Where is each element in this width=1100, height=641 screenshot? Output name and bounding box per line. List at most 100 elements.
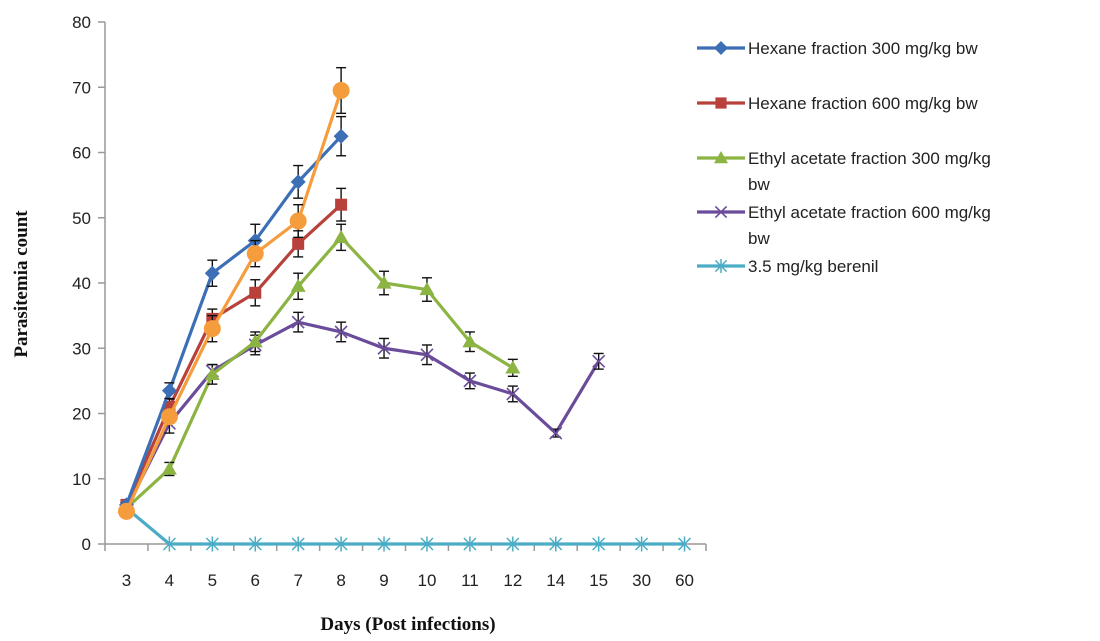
x-tick-label: 8 [336,571,345,590]
marker-star [463,536,477,552]
x-tick-label: 60 [675,571,694,590]
series-layer [117,66,692,552]
legend-label: Hexane fraction 600 mg/kg bw [748,94,978,113]
marker-x [506,387,520,401]
series-5 [117,66,350,520]
x-tick-label: 6 [251,571,260,590]
y-tick-label: 60 [72,144,91,163]
marker-x-stroke [714,205,728,219]
marker-x-stroke [334,325,348,339]
marker-circle [117,502,135,520]
marker-x-stroke [463,374,477,388]
marker-star [420,536,434,552]
marker-triangle [161,461,177,475]
marker-square [715,97,727,109]
marker-x-stroke [420,348,434,362]
x-tick-label: 15 [589,571,608,590]
legend-label: Ethyl acetate fraction 300 mg/kg [748,149,991,168]
marker-x-stroke [506,387,520,401]
y-tick-label: 40 [72,274,91,293]
x-tick-label: 12 [503,571,522,590]
legend-item-4: 3.5 mg/kg berenil [697,257,878,276]
series-4 [119,500,692,552]
marker-triangle [714,151,728,164]
marker-diamond [204,265,220,281]
x-tick-label: 10 [418,571,437,590]
marker-triangle [204,366,220,380]
marker-star [506,536,520,552]
marker-circle [203,320,221,338]
series-line [125,506,685,546]
y-axis-title: Parasitemia count [11,210,32,358]
legend-item-0: Hexane fraction 300 mg/kg bw [697,39,978,58]
marker-diamond [333,128,349,144]
y-tick-label: 50 [72,209,91,228]
axes: 0 10 20 30 40 50 60 70 80 3 4 5 6 7 8 9 10 11 12 14 15 30 60 [72,13,707,590]
marker-triangle [376,275,392,289]
marker-x-stroke [377,341,391,355]
marker-star [291,536,305,552]
y-tick-label: 70 [72,78,91,97]
marker-triangle [462,334,478,348]
legend-item-2: Ethyl acetate fraction 300 mg/kg bw [697,149,991,194]
marker-star [162,536,176,552]
marker-triangle [247,334,263,348]
x-tick-label: 3 [122,571,131,590]
legend-item-1: Hexane fraction 600 mg/kg bw [697,94,978,113]
marker-star [549,536,563,552]
marker-x [592,354,606,368]
marker-circle [332,82,350,100]
marker-x [420,348,434,362]
legend-label: Hexane fraction 300 mg/kg bw [748,39,978,58]
marker-diamond [161,383,177,399]
x-tick-label: 30 [632,571,651,590]
legend-label: bw [748,229,770,248]
legend-item-3: Ethyl acetate fraction 600 mg/kg bw [697,203,991,248]
x-tick-label: 11 [461,571,479,590]
x-tick-label: 14 [546,571,565,590]
legend-label: bw [748,175,770,194]
y-tick-label: 0 [82,535,91,554]
marker-x [334,325,348,339]
marker-square [292,237,305,250]
x-tick-label: 4 [165,571,174,590]
marker-square [249,286,262,299]
series-line [125,235,514,510]
marker-star [334,536,348,552]
marker-square [335,198,348,211]
x-axis-title: Days (Post infections) [320,614,495,635]
x-tick-label: 9 [379,571,388,590]
y-tick-label: 30 [72,339,91,358]
y-tick-label: 10 [72,470,91,489]
marker-circle [289,212,307,230]
series-0 [118,115,349,513]
marker-star [635,536,649,552]
marker-x [549,426,563,440]
x-tick-label: 7 [293,571,302,590]
legend-label: 3.5 mg/kg berenil [748,257,878,276]
marker-circle [160,408,178,426]
marker-diamond [290,174,306,190]
marker-star [248,536,262,552]
x-tick-label: 5 [208,571,217,590]
marker-x [463,374,477,388]
marker-triangle [505,360,521,374]
series-2 [118,223,521,514]
marker-x-stroke [592,354,606,368]
legend-label: Ethyl acetate fraction 600 mg/kg [748,203,991,222]
marker-x [291,315,305,329]
series-1 [120,187,348,511]
series-line [124,203,343,506]
series-line [125,90,343,513]
marker-star [714,259,728,273]
marker-triangle [290,278,306,292]
legend: Hexane fraction 300 mg/kg bw Hexane fract… [697,39,991,276]
marker-circle [246,245,264,263]
series-line [124,135,343,506]
marker-star [377,536,391,552]
y-tick-label: 80 [72,13,91,32]
y-tick-label: 20 [72,405,91,424]
marker-x [377,341,391,355]
marker-star [678,536,692,552]
